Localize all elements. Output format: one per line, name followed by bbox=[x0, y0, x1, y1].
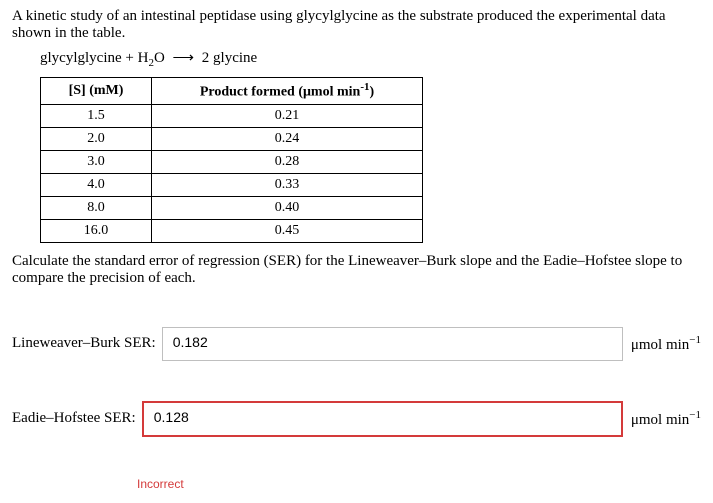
header-product-sup: -1 bbox=[360, 81, 369, 93]
intro-text: A kinetic study of an intestinal peptida… bbox=[12, 8, 701, 42]
unit-sup: −1 bbox=[689, 334, 701, 346]
lineweaver-burk-row: Lineweaver–Burk SER: 0.182 μmol min−1 bbox=[12, 327, 701, 361]
unit-sup: −1 bbox=[689, 409, 701, 421]
header-product-post: ) bbox=[370, 85, 375, 100]
cell-p: 0.33 bbox=[152, 173, 423, 196]
lb-unit: μmol min−1 bbox=[631, 334, 701, 354]
table-row: 16.00.45 bbox=[41, 219, 423, 242]
table-header-row: [S] (mM) Product formed (μmol min-1) bbox=[41, 78, 423, 105]
cell-p: 0.45 bbox=[152, 219, 423, 242]
header-product: Product formed (μmol min-1) bbox=[152, 78, 423, 105]
reaction-equation: glycylglycine + H2O ⟶ 2 glycine bbox=[40, 48, 701, 69]
header-product-pre: Product formed (μmol min bbox=[200, 85, 361, 100]
table-row: 4.00.33 bbox=[41, 173, 423, 196]
eadie-hofstee-row: Eadie–Hofstee SER: 0.128 μmol min−1 bbox=[12, 401, 701, 437]
reaction-arrow-icon: ⟶ bbox=[173, 50, 195, 66]
lb-input[interactable]: 0.182 bbox=[162, 327, 623, 361]
calc-instruction: Calculate the standard error of regressi… bbox=[12, 253, 701, 287]
table-row: 2.00.24 bbox=[41, 127, 423, 150]
unit-pre: μmol min bbox=[631, 412, 689, 428]
cell-s: 3.0 bbox=[41, 150, 152, 173]
lb-label: Lineweaver–Burk SER: bbox=[12, 335, 156, 352]
cell-p: 0.40 bbox=[152, 196, 423, 219]
cell-p: 0.24 bbox=[152, 127, 423, 150]
reaction-right: 2 glycine bbox=[202, 50, 257, 66]
table-row: 8.00.40 bbox=[41, 196, 423, 219]
table-row: 1.50.21 bbox=[41, 104, 423, 127]
reaction-left1: glycylglycine + H bbox=[40, 50, 148, 66]
header-substrate: [S] (mM) bbox=[41, 78, 152, 105]
reaction-left2: O bbox=[154, 50, 165, 66]
table-row: 3.00.28 bbox=[41, 150, 423, 173]
eh-unit: μmol min−1 bbox=[631, 409, 701, 429]
eh-label: Eadie–Hofstee SER: bbox=[12, 410, 136, 427]
cell-p: 0.21 bbox=[152, 104, 423, 127]
eh-input[interactable]: 0.128 bbox=[142, 401, 623, 437]
incorrect-label: Incorrect bbox=[137, 477, 701, 491]
cell-s: 8.0 bbox=[41, 196, 152, 219]
cell-s: 1.5 bbox=[41, 104, 152, 127]
cell-s: 4.0 bbox=[41, 173, 152, 196]
data-table: [S] (mM) Product formed (μmol min-1) 1.5… bbox=[40, 77, 423, 243]
unit-pre: μmol min bbox=[631, 337, 689, 353]
cell-s: 16.0 bbox=[41, 219, 152, 242]
cell-p: 0.28 bbox=[152, 150, 423, 173]
cell-s: 2.0 bbox=[41, 127, 152, 150]
